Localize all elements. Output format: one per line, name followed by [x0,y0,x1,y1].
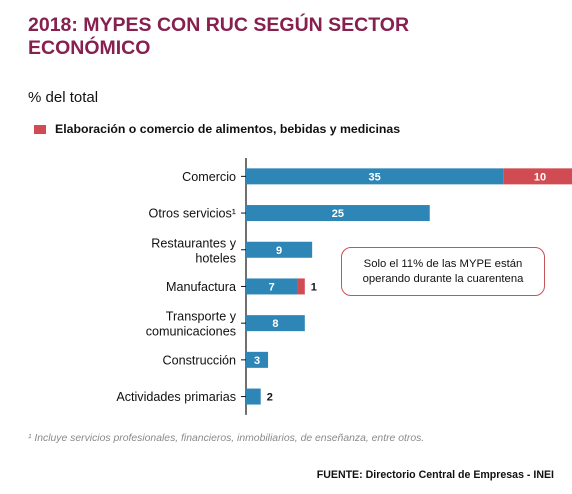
footnote: ¹ Incluye servicios profesionales, finan… [28,433,425,444]
data-label: 9 [276,245,282,257]
category-label: Comercio [182,170,236,184]
legend-swatch [34,124,46,134]
source-note: FUENTE: Directorio Central de Empresas -… [316,469,554,481]
callout-annotation: Solo el 11% de las MYPE están operando d… [341,247,545,296]
category-label: Otros servicios¹ [149,207,236,221]
bar-total [246,241,313,258]
bar-food [297,278,305,295]
category-label: Construcción [163,353,237,367]
bar-total [246,388,261,405]
data-label: 3 [254,355,260,367]
data-label: 7 [269,281,275,293]
data-label: 1 [311,281,317,293]
category-label: Transporte y comunicaciones [146,310,237,339]
category-label: Manufactura [166,280,236,294]
data-label: 25 [332,208,344,220]
bar-total [246,351,269,368]
legend-label: Elaboración o comercio de alimentos, beb… [55,122,401,136]
bar-total [246,205,430,222]
bar-total [246,278,298,295]
category-label: Restaurantes y hoteles [151,236,236,265]
data-label: 8 [272,318,278,330]
chart-subtitle: % del total [28,89,99,106]
chart-title: 2018: MYPES CON RUC SEGÚN SECTOR ECONÓMI… [28,14,410,59]
bar-total [246,315,305,332]
data-label: 2 [267,392,273,404]
category-label: Actividades primarias [116,390,236,404]
data-label: 35 [369,171,381,183]
data-label: 10 [534,171,546,183]
chart-legend: Elaboración o comercio de alimentos, beb… [34,122,400,136]
bar-total [246,168,504,185]
bar-food [503,168,572,185]
